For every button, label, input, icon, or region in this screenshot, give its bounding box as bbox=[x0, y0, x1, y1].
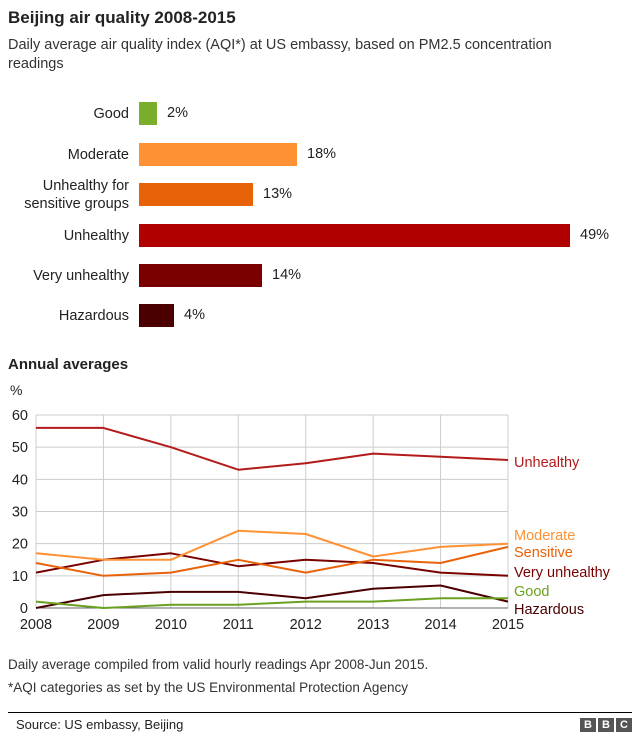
series-label: Hazardous bbox=[514, 602, 584, 618]
series-line bbox=[35, 584, 509, 609]
series-label: Good bbox=[514, 584, 549, 600]
bbc-logo-block: C bbox=[616, 718, 632, 732]
bar-category-label: Moderate bbox=[67, 147, 129, 163]
bar bbox=[139, 304, 174, 327]
x-tick-label: 2009 bbox=[87, 617, 119, 633]
bbc-logo-block: B bbox=[598, 718, 614, 732]
x-tick-label: 2008 bbox=[20, 617, 52, 633]
bar-category-label: Hazardous bbox=[58, 308, 129, 324]
bar-category-label: Unhealthy for sensitive groups bbox=[24, 178, 129, 212]
series-label: Very unhealthy bbox=[514, 565, 611, 581]
bar bbox=[139, 143, 297, 166]
annual-averages-title: Annual averages bbox=[8, 356, 129, 373]
y-tick-label: 50 bbox=[12, 440, 28, 456]
bar bbox=[139, 224, 570, 247]
bar-category-label: Unhealthy bbox=[63, 228, 129, 244]
bar-value-label: 49% bbox=[580, 227, 610, 243]
x-tick-label: 2014 bbox=[424, 617, 456, 633]
bar-value-label: 14% bbox=[272, 267, 302, 283]
x-tick-label: 2012 bbox=[290, 617, 322, 633]
footnote-compilation: Daily average compiled from valid hourly… bbox=[8, 657, 429, 672]
bar bbox=[139, 102, 157, 125]
source-credit: Source: US embassy, Beijing bbox=[16, 717, 184, 732]
y-axis-unit-label: % bbox=[10, 382, 22, 398]
footer-divider bbox=[8, 712, 632, 713]
bar bbox=[139, 183, 253, 206]
y-tick-label: 30 bbox=[12, 505, 28, 521]
annual-averages-line-chart: % 0 10 20 30 40 50 60 2008 2009 2010 2011 2012 2013 20… bbox=[10, 382, 611, 633]
bbc-logo-block: B bbox=[580, 718, 596, 732]
bar bbox=[139, 264, 262, 287]
bar-category-label: Good bbox=[93, 106, 129, 122]
x-tick-label: 2010 bbox=[155, 617, 187, 633]
x-tick-label: 2011 bbox=[223, 617, 254, 633]
y-tick-label: 10 bbox=[12, 569, 28, 585]
footnote-aqi-definition: *AQI categories as set by the US Environ… bbox=[8, 680, 408, 695]
y-tick-label: 60 bbox=[12, 408, 28, 424]
series-label: Moderate bbox=[514, 528, 575, 544]
series-line bbox=[36, 426, 509, 471]
series-label: Sensitive bbox=[514, 545, 573, 561]
y-tick-label: 20 bbox=[12, 537, 28, 553]
series-line bbox=[35, 529, 509, 561]
bar-value-label: 18% bbox=[307, 146, 337, 162]
bar-value-label: 13% bbox=[263, 186, 293, 202]
bar-category-label: Very unhealthy bbox=[33, 268, 129, 284]
y-tick-label: 0 bbox=[20, 601, 28, 617]
bar-value-label: 2% bbox=[167, 105, 188, 121]
x-tick-label: 2013 bbox=[357, 617, 389, 633]
series-line bbox=[35, 552, 509, 577]
x-tick-label: 2015 bbox=[492, 617, 524, 633]
series-line bbox=[35, 597, 508, 609]
chart-subtitle: Daily average air quality index (AQI*) a… bbox=[8, 37, 552, 72]
bar-value-label: 4% bbox=[184, 307, 205, 323]
bbc-logo: B B C bbox=[580, 718, 632, 732]
series-label: Unhealthy bbox=[514, 455, 580, 471]
series-line bbox=[35, 545, 509, 577]
y-tick-label: 40 bbox=[12, 472, 28, 488]
chart-title: Beijing air quality 2008-2015 bbox=[8, 8, 236, 27]
